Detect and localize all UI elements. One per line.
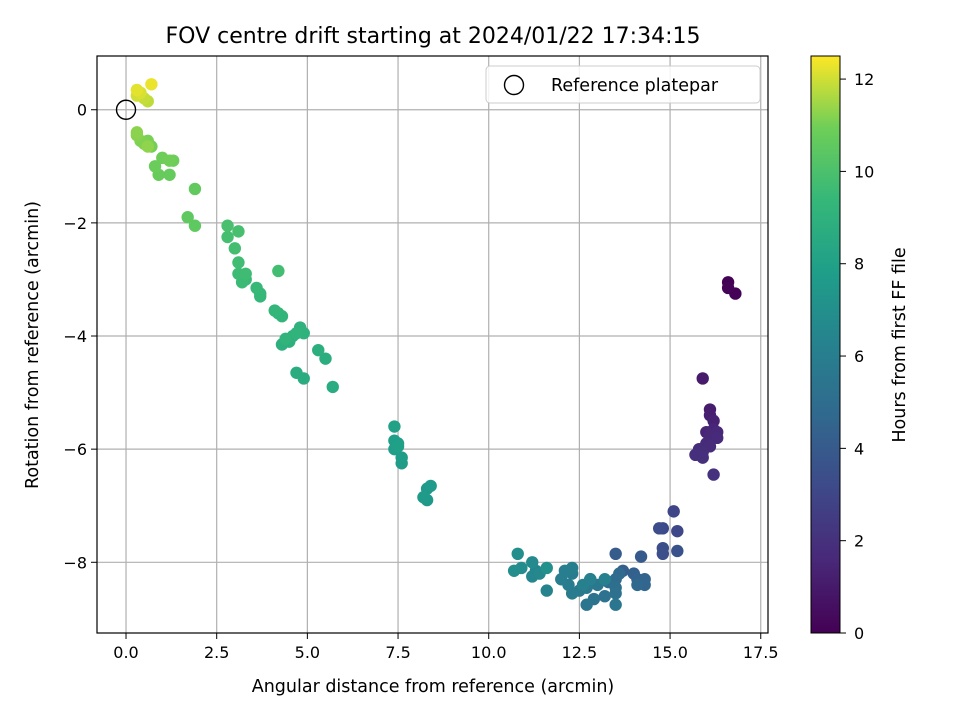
scatter-point [290, 366, 303, 379]
scatter-point [540, 561, 553, 575]
scatter-point [634, 550, 648, 563]
y-tick-label: −6 [63, 440, 87, 459]
scatter-point [279, 332, 292, 346]
scatter-point [652, 522, 666, 535]
scatter-point [188, 182, 202, 196]
legend-marker-icon [503, 74, 525, 96]
scatter-point [272, 264, 285, 278]
y-tick-label: −2 [63, 214, 87, 233]
colorbar: 0 2 4 6 8 10 12 Hours from first FF file [810, 55, 910, 643]
y-axis-label: Rotation from reference (arcmin) [23, 201, 43, 489]
scatter-point [609, 547, 622, 561]
scatter-point [163, 168, 176, 181]
scatter-point [598, 573, 611, 586]
legend-box [485, 65, 761, 104]
scatter-point [181, 211, 194, 224]
scatter-point [526, 556, 539, 569]
x-tick-label: 0.0 [113, 643, 138, 662]
scatter-point [656, 547, 670, 561]
scatter-point [667, 505, 680, 518]
colorbar-tick-label: 8 [854, 255, 864, 274]
plot-frame [96, 55, 769, 634]
colorbar-frame [810, 55, 841, 634]
scatter-point [711, 431, 724, 445]
scatter-point [388, 420, 401, 433]
x-tick-label: 15.0 [652, 643, 688, 662]
scatter-point [609, 587, 622, 600]
scatter-point [221, 230, 234, 244]
scatter-point [511, 547, 524, 561]
x-tick-label: 17.5 [743, 643, 779, 662]
scatter-point [540, 584, 553, 597]
x-tick-label: 12.5 [562, 643, 598, 662]
legend: Reference platepar [485, 65, 761, 104]
chart-title: FOV centre drift starting at 2024/01/22 … [166, 24, 701, 49]
x-axis-label: Angular distance from reference (arcmin) [252, 677, 615, 697]
y-tick-label: 0 [77, 101, 87, 120]
scatter-point [145, 78, 158, 91]
scatter-point [696, 372, 709, 385]
grid [97, 56, 768, 633]
legend-entry: Reference platepar [551, 76, 719, 96]
scatter-point [319, 352, 332, 365]
colorbar-tick-label: 12 [854, 70, 874, 89]
scatter-point [707, 468, 720, 481]
scatter-point [130, 83, 144, 97]
x-tick-label: 2.5 [204, 643, 229, 662]
y-axis-ticks: 0 −2 −4 −6 −8 [63, 101, 97, 572]
reference-platepar-marker [115, 99, 137, 120]
scatter-point [326, 380, 339, 394]
scatter-point [312, 343, 325, 357]
colorbar-tick-label: 10 [854, 162, 874, 181]
scatter-point [290, 326, 303, 340]
scatter-point [507, 564, 521, 577]
scatter-point [631, 578, 644, 592]
scatter-points [130, 78, 742, 611]
colorbar-tick-label: 6 [854, 347, 864, 366]
scatter-point [148, 160, 162, 173]
colorbar-tick-label: 2 [854, 532, 864, 551]
scatter-point [250, 281, 263, 295]
reference-marker-layer [115, 99, 137, 120]
colorbar-label: Hours from first FF file [890, 247, 910, 442]
x-tick-label: 5.0 [295, 643, 320, 662]
scatter-point [580, 598, 593, 611]
x-tick-label: 10.0 [471, 643, 507, 662]
scatter-point [671, 524, 684, 538]
scatter-point [141, 140, 154, 153]
scatter-point [188, 219, 202, 232]
scatter-point [232, 225, 245, 238]
scatter-point [584, 573, 597, 586]
scatter-point [228, 242, 242, 255]
scatter-point [424, 479, 437, 493]
scatter-point [417, 491, 430, 504]
scatter-point [565, 561, 579, 575]
scatter-point [239, 267, 252, 280]
colorbar-tick-label: 4 [854, 439, 864, 458]
scatter-point [598, 590, 611, 603]
scatter-point [391, 440, 405, 453]
y-tick-label: −4 [63, 327, 87, 346]
colorbar-tick-label: 0 [854, 624, 864, 643]
colorbar-ticks: 0 2 4 6 8 10 12 [840, 70, 874, 643]
scatter-point [130, 126, 144, 139]
scatter-point [671, 544, 684, 558]
scatter-point [163, 154, 176, 167]
x-axis-ticks: 0.0 2.5 5.0 7.5 10.0 12.5 15.0 17.5 [113, 633, 779, 662]
colorbar-gradient [811, 56, 840, 633]
scatter-point [721, 281, 735, 295]
scatter-point [221, 219, 234, 232]
scatter-point [232, 256, 245, 269]
x-tick-label: 7.5 [385, 643, 410, 662]
scatter-point [696, 451, 709, 464]
y-tick-label: −8 [63, 553, 87, 572]
scatter-point [707, 414, 720, 428]
scatter-point [395, 451, 408, 464]
scatter-point [268, 304, 281, 317]
scatter-point [609, 598, 622, 611]
